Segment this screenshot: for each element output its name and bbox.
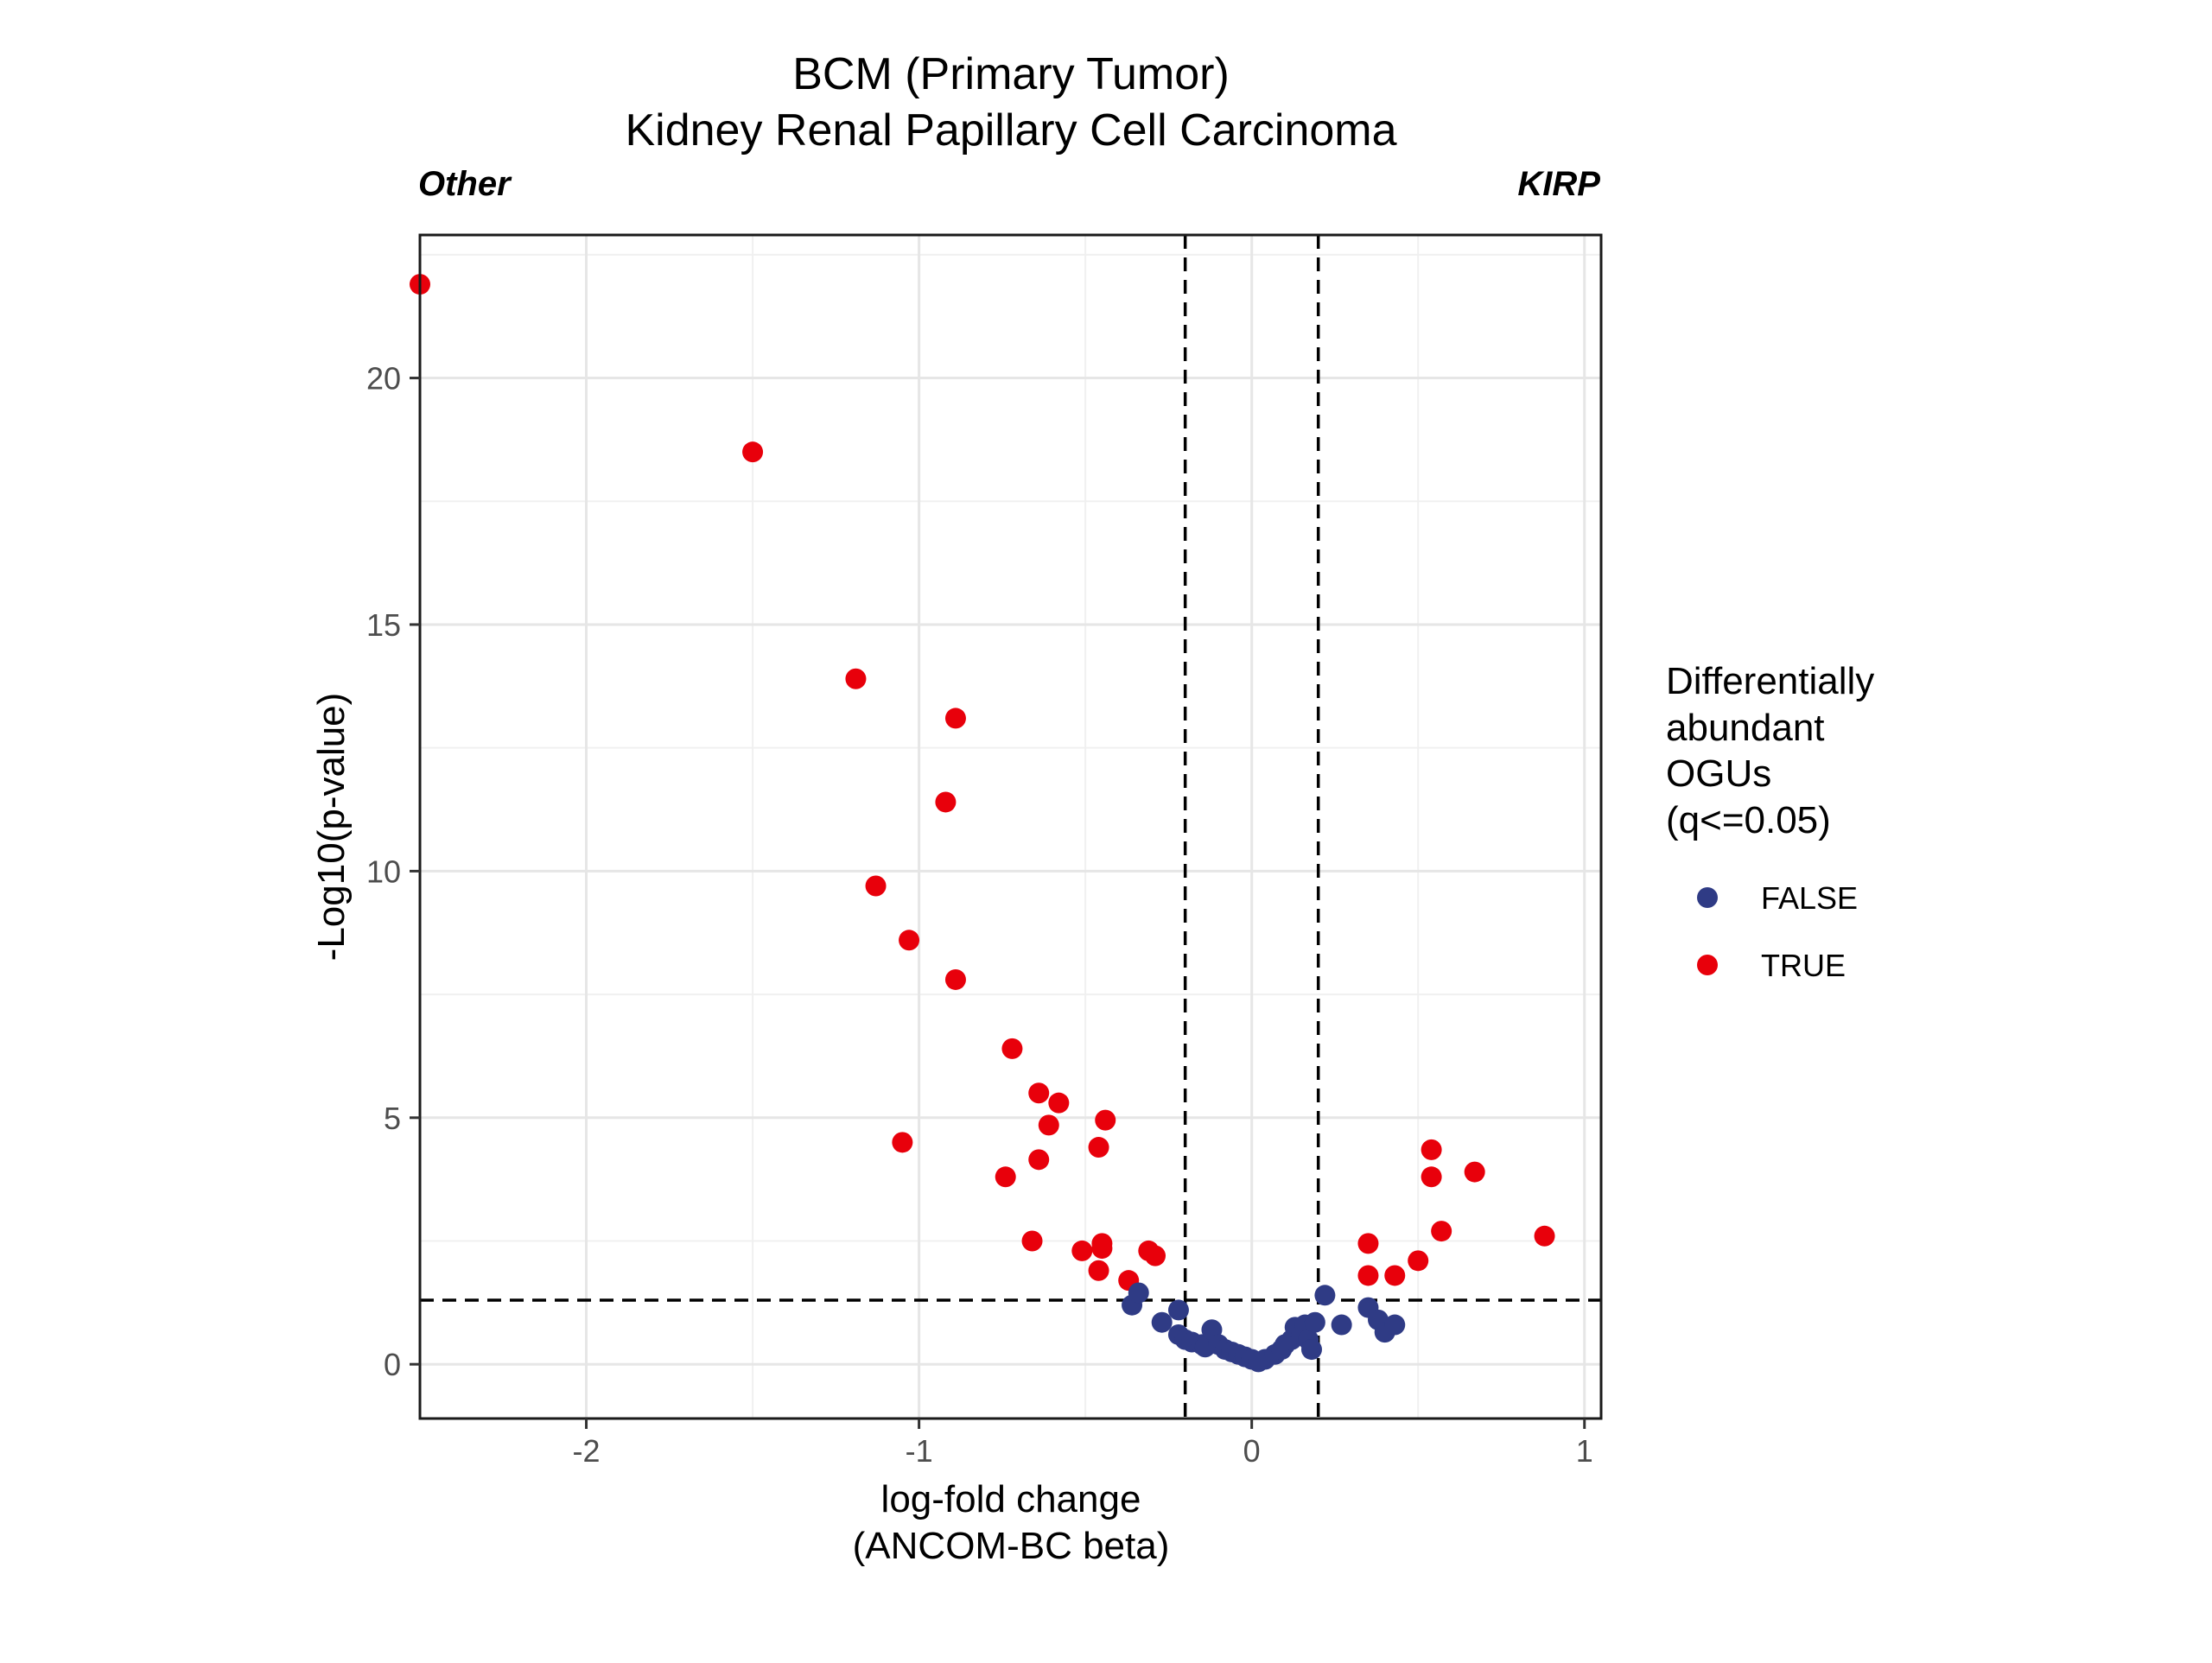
legend-title-line2: abundant: [1666, 707, 1825, 749]
x-tick-label: -2: [573, 1433, 601, 1469]
reference-lines: [420, 235, 1601, 1419]
data-point-true: [1464, 1161, 1485, 1183]
data-point-true: [845, 668, 867, 689]
y-axis-label: -Log10(p-value): [310, 693, 353, 962]
data-point-true: [944, 708, 966, 729]
data-point-true: [1145, 1245, 1166, 1266]
data-point-false: [1314, 1285, 1336, 1306]
plot-panel-border: [418, 233, 1603, 1420]
x-tick-label: -1: [906, 1433, 933, 1469]
y-tick-label: 0: [384, 1347, 401, 1382]
data-point-false: [1128, 1282, 1149, 1304]
data-point-true: [1028, 1082, 1050, 1104]
chart-subtitle: Kidney Renal Papillary Cell Carcinoma: [625, 105, 1396, 156]
data-point-false: [1151, 1311, 1173, 1333]
data-point-true: [1048, 1092, 1070, 1114]
y-tick-label: 5: [384, 1101, 401, 1136]
data-point-true: [1088, 1260, 1109, 1281]
data-point-true: [1028, 1149, 1050, 1171]
legend-title-line1: Differentially: [1666, 660, 1874, 702]
data-point-true: [899, 930, 920, 951]
x-axis: -2 -1 0 1: [573, 1419, 1593, 1469]
grid: [420, 235, 1601, 1419]
legend-key-false: [1697, 887, 1718, 908]
y-tick-label: 10: [366, 854, 401, 889]
data-point-false: [1331, 1314, 1352, 1336]
legend-title-line3: OGUs: [1666, 752, 1771, 795]
legend-title-line4: (q<=0.05): [1666, 799, 1831, 841]
data-point-true: [742, 441, 764, 463]
x-axis-label-line1: log-fold change: [881, 1478, 1141, 1520]
data-point-true: [1088, 1137, 1109, 1158]
data-point-false: [1167, 1299, 1189, 1321]
data-point-true: [865, 875, 887, 897]
corner-label-left: Other: [418, 165, 512, 203]
legend-label-false: FALSE: [1761, 880, 1858, 916]
data-point-true: [1357, 1265, 1379, 1286]
data-point-true: [1421, 1166, 1442, 1188]
data-point-true: [995, 1166, 1016, 1188]
data-point-true: [1021, 1230, 1043, 1252]
y-tick-label: 20: [366, 361, 401, 397]
legend-entries: FALSE TRUE: [1697, 880, 1858, 983]
data-point-true: [1001, 1038, 1023, 1059]
x-tick-label: 1: [1576, 1433, 1593, 1469]
data-point-true: [1431, 1221, 1452, 1242]
chart-title: BCM (Primary Tumor): [792, 49, 1230, 99]
legend-key-true: [1697, 955, 1718, 975]
data-point-true: [1071, 1240, 1093, 1261]
corner-label-right: KIRP: [1517, 165, 1600, 203]
data-point-false: [1304, 1311, 1325, 1333]
y-tick-label: 15: [366, 607, 401, 643]
legend: Differentially abundant OGUs (q<=0.05) F…: [1666, 660, 1874, 983]
data-point-false: [1384, 1314, 1406, 1336]
data-point-true: [1408, 1250, 1429, 1272]
data-point-false: [1300, 1339, 1322, 1361]
data-point-true: [1384, 1265, 1406, 1286]
x-axis-label-line2: (ANCOM-BC beta): [853, 1525, 1170, 1567]
data-points: [410, 274, 1555, 1373]
data-point-true: [1534, 1225, 1555, 1247]
data-point-true: [935, 791, 957, 813]
data-point-true: [1091, 1238, 1113, 1260]
y-axis: 0 5 10 15 20: [366, 361, 420, 1382]
data-point-true: [1038, 1114, 1059, 1136]
legend-label-true: TRUE: [1761, 948, 1846, 983]
data-point-true: [944, 968, 966, 990]
data-point-true: [892, 1132, 913, 1153]
data-point-true: [1421, 1139, 1442, 1160]
data-point-true: [1095, 1109, 1116, 1131]
data-point-true: [1357, 1233, 1379, 1254]
x-tick-label: 0: [1243, 1433, 1261, 1469]
